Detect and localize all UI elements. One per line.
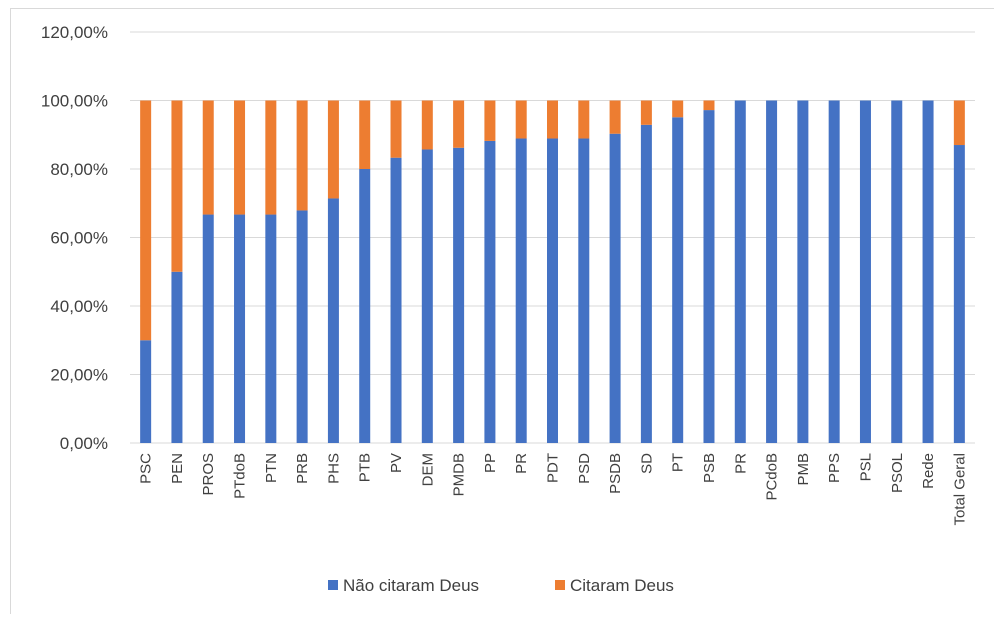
y-tick-label: 120,00% (41, 23, 108, 42)
bar-nao-citaram (547, 138, 558, 443)
legend: Não citaram Deus Citaram Deus (328, 576, 674, 595)
x-tick-label: PSD (576, 453, 593, 484)
x-tick-label: PTN (263, 453, 280, 483)
bar-nao-citaram (296, 210, 308, 443)
x-tick-label: PSB (701, 453, 718, 483)
bar-citaram (703, 100, 715, 111)
legend-label-citaram: Citaram Deus (570, 576, 674, 595)
bar-nao-citaram (859, 100, 871, 443)
bar-nao-citaram (234, 214, 246, 443)
x-tick-label: PEN (169, 453, 186, 484)
bar-citaram (547, 100, 558, 139)
bar-citaram (953, 100, 965, 146)
x-tick-label: PRB (294, 453, 311, 484)
x-axis: PSC PEN PROS PTdoB PTN PRB PHS PTB PV DEM PMDB PP PR… (138, 453, 969, 526)
x-tick-label: PROS (200, 453, 217, 496)
bar-nao-citaram (609, 133, 621, 443)
x-tick-label: PSC (138, 453, 155, 484)
y-tick-label: 40,00% (50, 297, 108, 316)
x-tick-label: PSL (857, 453, 874, 481)
x-tick-label: PT (670, 453, 687, 472)
y-axis: 0,00% 20,00% 40,00% 60,00% 80,00% 100,00% 120,… (41, 23, 108, 453)
bar-nao-citaram (953, 145, 965, 443)
bar-nao-citaram (421, 149, 433, 444)
bar-nao-citaram (171, 271, 183, 443)
y-tick-label: 100,00% (41, 92, 108, 111)
x-tick-label: PTB (357, 453, 374, 482)
bar-nao-citaram (703, 110, 715, 443)
y-tick-label: 20,00% (50, 366, 108, 385)
y-tick-label: 60,00% (50, 229, 108, 248)
bar-nao-citaram (578, 138, 590, 443)
bar-citaram (515, 100, 527, 139)
x-tick-label: PTdoB (232, 453, 249, 499)
bars (140, 100, 965, 444)
x-tick-label: PSOL (889, 453, 906, 493)
bar-nao-citaram (265, 214, 277, 443)
x-tick-label: Total Geral (951, 453, 968, 526)
bar-nao-citaram (140, 340, 152, 443)
bar-citaram (296, 100, 308, 211)
x-tick-label: PV (388, 453, 405, 473)
x-tick-label: PPS (826, 453, 843, 483)
x-tick-label: Rede (920, 453, 937, 489)
legend-label-nao-citaram: Não citaram Deus (343, 576, 479, 595)
x-tick-label: DEM (419, 453, 436, 486)
bar-nao-citaram (390, 157, 402, 443)
x-tick-label: PHS (325, 453, 342, 484)
y-tick-label: 80,00% (50, 160, 108, 179)
bar-citaram (265, 100, 277, 215)
x-tick-label: PP (482, 453, 499, 473)
bar-citaram (578, 100, 590, 139)
bar-citaram (359, 100, 371, 169)
bar-nao-citaram (202, 214, 214, 443)
bar-nao-citaram (672, 117, 684, 443)
x-tick-label: PR (513, 453, 530, 474)
x-tick-label: PMB (795, 453, 812, 486)
bar-nao-citaram (766, 100, 778, 443)
bar-citaram (453, 100, 465, 148)
bar-citaram (484, 100, 496, 141)
x-tick-label: PR (732, 453, 749, 474)
legend-swatch-nao-citaram (328, 580, 338, 590)
bar-citaram (202, 100, 214, 215)
x-tick-label: PMDB (451, 453, 468, 496)
bar-nao-citaram (327, 198, 339, 443)
chart-frame (10, 8, 994, 614)
bar-nao-citaram (734, 100, 746, 443)
bar-nao-citaram (828, 100, 840, 443)
bar-citaram (640, 100, 652, 125)
bar-nao-citaram (484, 140, 496, 444)
bar-citaram (421, 100, 433, 150)
x-tick-label: SD (638, 453, 655, 474)
x-tick-label: PDT (545, 453, 562, 483)
bar-citaram (140, 100, 152, 341)
legend-swatch-citaram (555, 580, 565, 590)
bar-nao-citaram (891, 100, 903, 443)
bar-citaram (171, 100, 183, 272)
bar-nao-citaram (515, 138, 527, 443)
x-tick-label: PSDB (607, 453, 624, 494)
bar-nao-citaram (359, 169, 371, 443)
bar-nao-citaram (453, 147, 465, 443)
bar-citaram (390, 100, 402, 158)
bar-nao-citaram (640, 124, 652, 443)
x-tick-label: PCdoB (764, 453, 781, 501)
bar-nao-citaram (922, 100, 934, 443)
bar-citaram (609, 100, 621, 134)
bar-citaram (672, 100, 684, 118)
y-tick-label: 0,00% (60, 434, 108, 453)
bar-citaram (234, 100, 246, 215)
bar-citaram (327, 100, 339, 199)
bar-nao-citaram (797, 100, 809, 443)
